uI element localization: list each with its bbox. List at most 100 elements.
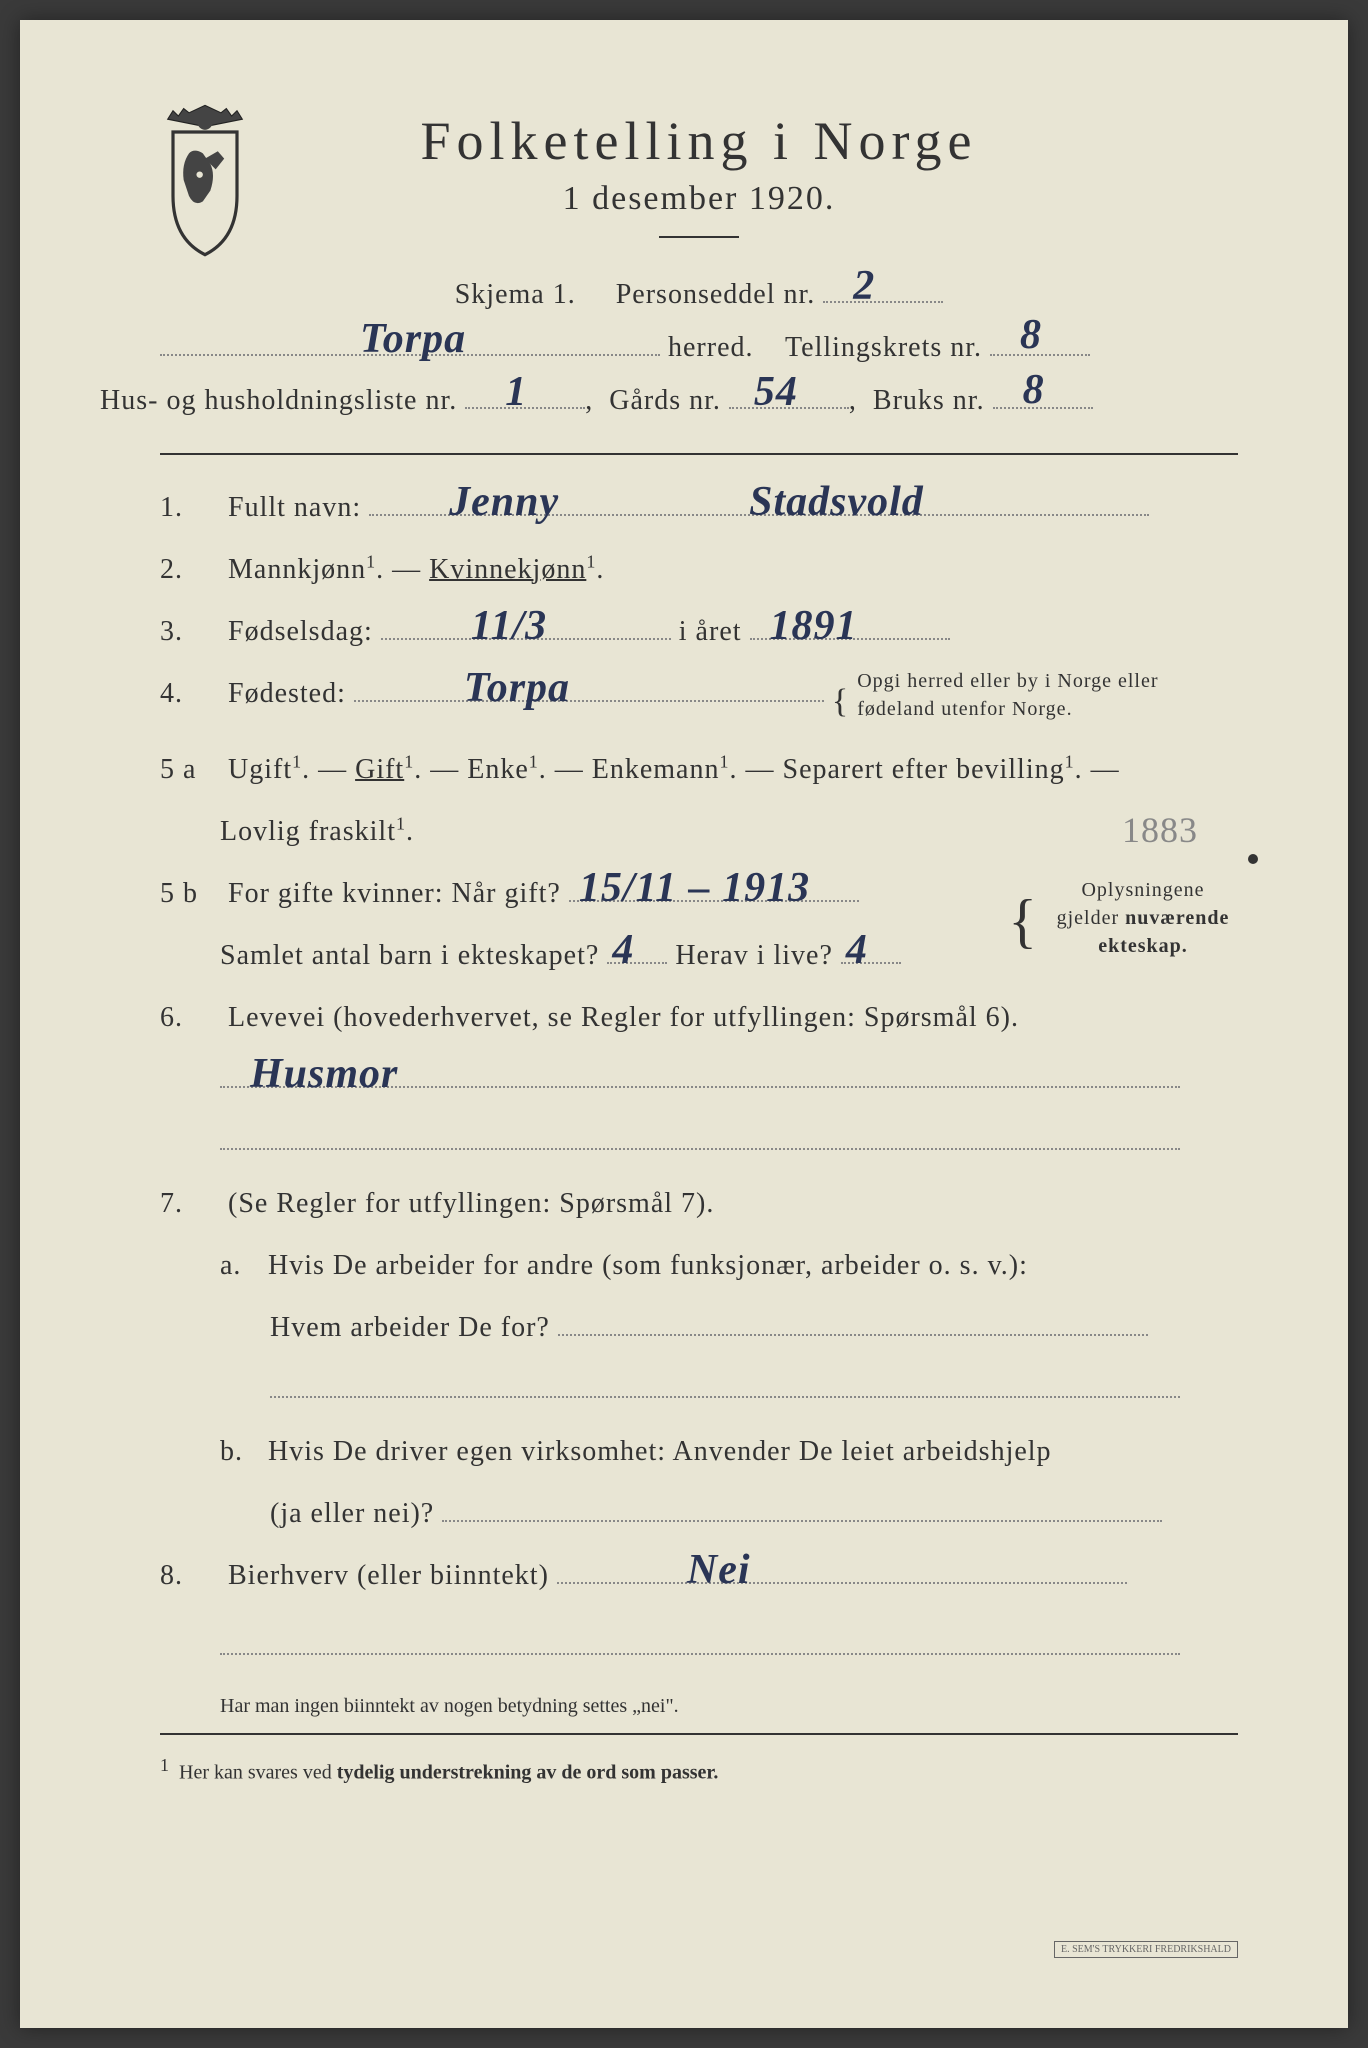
q7a-text2: Hvem arbeider De for? bbox=[270, 1312, 550, 1343]
hus-field: 1 bbox=[465, 381, 585, 409]
q5a-opt-enkemann: Enkemann bbox=[592, 754, 720, 785]
q5b-row2: Samlet antal barn i ekteskapet? 4 Herav … bbox=[160, 928, 1238, 984]
q8-field: Nei bbox=[557, 1556, 1127, 1584]
q6-field: Husmor bbox=[220, 1060, 1180, 1088]
q5a-opt-fraskilt: Lovlig fraskilt bbox=[220, 816, 396, 847]
q3-year-value: 1891 bbox=[770, 584, 858, 668]
q7a-label: a. bbox=[220, 1238, 260, 1294]
q7-row: 7. (Se Regler for utfyllingen: Spørsmål … bbox=[160, 1176, 1238, 1232]
q7b-row1: b. Hvis De driver egen virksomhet: Anven… bbox=[160, 1424, 1238, 1480]
form-date: 1 desember 1920. bbox=[160, 180, 1238, 218]
personseddel-label: Personseddel nr. bbox=[616, 279, 816, 310]
gards-field: 54 bbox=[729, 381, 849, 409]
q5a-opt-enke: Enke bbox=[467, 754, 529, 785]
q7a-field2 bbox=[270, 1370, 1180, 1398]
q8-value: Nei bbox=[687, 1528, 751, 1612]
printer-mark: E. SEM'S TRYKKERI FREDRIKSHALD bbox=[1054, 1941, 1238, 1958]
q8-num: 8. bbox=[160, 1548, 220, 1604]
q5b-row1: 5 b For gifte kvinner: Når gift? 15/11 –… bbox=[160, 866, 1238, 922]
q6-value: Husmor bbox=[250, 1032, 398, 1116]
bruks-field: 8 bbox=[993, 381, 1093, 409]
q3-year-label: i året bbox=[679, 616, 742, 647]
q4-num: 4. bbox=[160, 666, 220, 722]
herred-label: herred. bbox=[668, 332, 754, 363]
census-form-page: Folketelling i Norge 1 desember 1920. Sk… bbox=[20, 20, 1348, 2028]
q3-day-field: 11/3 bbox=[381, 612, 671, 640]
q7a-blank bbox=[160, 1362, 1238, 1418]
ink-dot bbox=[1248, 854, 1258, 864]
q4-note: Opgi herred eller by i Norge eller fødel… bbox=[857, 667, 1187, 723]
gards-value: 54 bbox=[754, 353, 798, 433]
q4-row: 4. Fødested: Torpa { Opgi herred eller b… bbox=[160, 666, 1238, 736]
meta-herred-row: Torpa herred. Tellingskrets nr. 8 bbox=[160, 321, 1238, 374]
q5b-alive-value: 4 bbox=[846, 908, 868, 992]
q5b-alive-field: 4 bbox=[841, 936, 901, 964]
q6-field2 bbox=[220, 1122, 1180, 1150]
q7a-row1: a. Hvis De arbeider for andre (som funks… bbox=[160, 1238, 1238, 1294]
q2-row: 2. Mannkjønn1. — Kvinnekjønn1. bbox=[160, 542, 1238, 598]
q1-num: 1. bbox=[160, 480, 220, 536]
q6-blank-row bbox=[160, 1114, 1238, 1170]
q7a-field bbox=[558, 1308, 1148, 1336]
q7b-text2: (ja eller nei)? bbox=[270, 1498, 434, 1529]
q7a-text1: Hvis De arbeider for andre (som funksjon… bbox=[268, 1250, 1028, 1281]
q5a-opt-separert: Separert efter bevilling bbox=[783, 754, 1065, 785]
q5a-opt-gift-selected: Gift bbox=[355, 754, 404, 785]
form-header: Folketelling i Norge 1 desember 1920. bbox=[160, 110, 1238, 238]
q2-opt1: Mannkjønn bbox=[228, 554, 366, 585]
q1-label: Fullt navn: bbox=[228, 492, 361, 523]
q5a-opt-ugift: Ugift bbox=[228, 754, 292, 785]
q1-row: 1. Fullt navn: Jenny Stadsvold bbox=[160, 480, 1238, 536]
q5a-num: 5 a bbox=[160, 742, 220, 798]
hus-label: Hus- og husholdningsliste nr. bbox=[100, 385, 457, 416]
q3-year-field: 1891 bbox=[750, 612, 950, 640]
bruks-label: Bruks nr. bbox=[873, 385, 985, 416]
q3-row: 3. Fødselsdag: 11/3 i året 1891 bbox=[160, 604, 1238, 660]
q7b-text1: Hvis De driver egen virksomhet: Anvender… bbox=[268, 1436, 1052, 1467]
herred-value: Torpa bbox=[360, 300, 466, 380]
hus-value: 1 bbox=[505, 353, 527, 433]
form-title: Folketelling i Norge bbox=[160, 110, 1238, 172]
q7b-label: b. bbox=[220, 1424, 260, 1480]
q2-opt2-selected: Kvinnekjønn bbox=[429, 554, 586, 585]
q5b-label2: Samlet antal barn i ekteskapet? bbox=[220, 940, 599, 971]
q5b-label1: For gifte kvinner: Når gift? bbox=[228, 878, 561, 909]
meta-hus-row: Hus- og husholdningsliste nr. 1 , Gårds … bbox=[100, 374, 1238, 427]
pencil-annotation: 1883 bbox=[1122, 794, 1198, 866]
q8-row: 8. Bierhverv (eller biinntekt) Nei bbox=[160, 1548, 1238, 1604]
q5b-children-value: 4 bbox=[612, 908, 634, 992]
q5b-children-field: 4 bbox=[607, 936, 667, 964]
q1-field: Jenny Stadsvold bbox=[369, 488, 1149, 516]
q1-firstname: Jenny bbox=[449, 460, 559, 544]
personseddel-value: 2 bbox=[853, 247, 875, 327]
q7-label: (Se Regler for utfyllingen: Spørsmål 7). bbox=[228, 1188, 714, 1219]
q4-value: Torpa bbox=[464, 646, 570, 730]
q8-field2 bbox=[220, 1627, 1180, 1655]
bruks-value: 8 bbox=[1023, 351, 1045, 431]
q7-num: 7. bbox=[160, 1176, 220, 1232]
meta-skjema-row: Skjema 1. Personseddel nr. 2 bbox=[160, 268, 1238, 321]
q3-num: 3. bbox=[160, 604, 220, 660]
q6-value-row: Husmor bbox=[160, 1052, 1238, 1108]
q5a-row: 5 a Ugift1. — Gift1. — Enke1. — Enkemann… bbox=[160, 742, 1238, 798]
q5b-date-field: 15/11 – 1913 bbox=[569, 874, 859, 902]
q5b-num: 5 b bbox=[160, 866, 220, 922]
q6-label: Levevei (hovederhvervet, se Regler for u… bbox=[228, 1002, 1019, 1033]
herred-field: Torpa bbox=[160, 328, 660, 356]
q4-label: Fødested: bbox=[228, 678, 346, 709]
q7b-field bbox=[442, 1494, 1162, 1522]
footer-divider bbox=[160, 1733, 1238, 1735]
q8-blank bbox=[160, 1619, 1238, 1675]
tellingskrets-label: Tellingskrets nr. bbox=[785, 332, 982, 363]
skjema-label: Skjema 1. bbox=[455, 279, 576, 310]
q2-num: 2. bbox=[160, 542, 220, 598]
footer-note2: 1 Her kan svares ved tydelig understrekn… bbox=[160, 1755, 1238, 1785]
q6-num: 6. bbox=[160, 990, 220, 1046]
section-divider bbox=[160, 453, 1238, 455]
q1-lastname: Stadsvold bbox=[749, 460, 924, 544]
coat-of-arms-icon bbox=[150, 100, 260, 260]
gards-label: Gårds nr. bbox=[609, 385, 721, 416]
q3-label: Fødselsdag: bbox=[228, 616, 373, 647]
personseddel-field: 2 bbox=[823, 275, 943, 303]
q5b-label3: Herav i live? bbox=[675, 940, 833, 971]
